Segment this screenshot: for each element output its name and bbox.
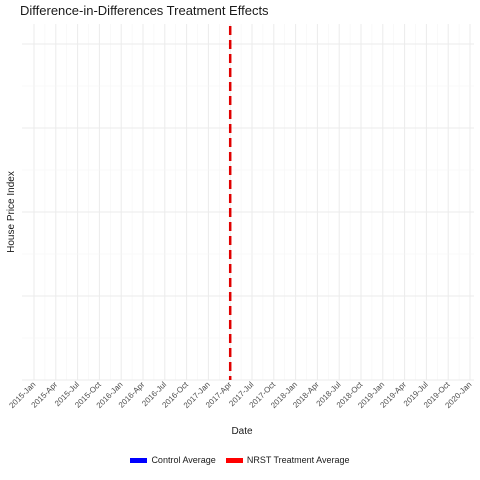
x-axis-title: Date bbox=[231, 426, 253, 437]
legend: Control Average NRST Treatment Average bbox=[0, 455, 480, 465]
legend-label-treatment: NRST Treatment Average bbox=[246, 455, 350, 465]
y-axis-title: House Price Index bbox=[6, 171, 17, 253]
legend-label-control: Control Average bbox=[151, 455, 216, 465]
legend-item-control: Control Average bbox=[130, 455, 216, 465]
chart-title: Difference-in-Differences Treatment Effe… bbox=[20, 3, 269, 18]
legend-key-treatment bbox=[225, 457, 243, 463]
legend-item-treatment: NRST Treatment Average bbox=[225, 455, 350, 465]
legend-key-control bbox=[130, 457, 148, 463]
